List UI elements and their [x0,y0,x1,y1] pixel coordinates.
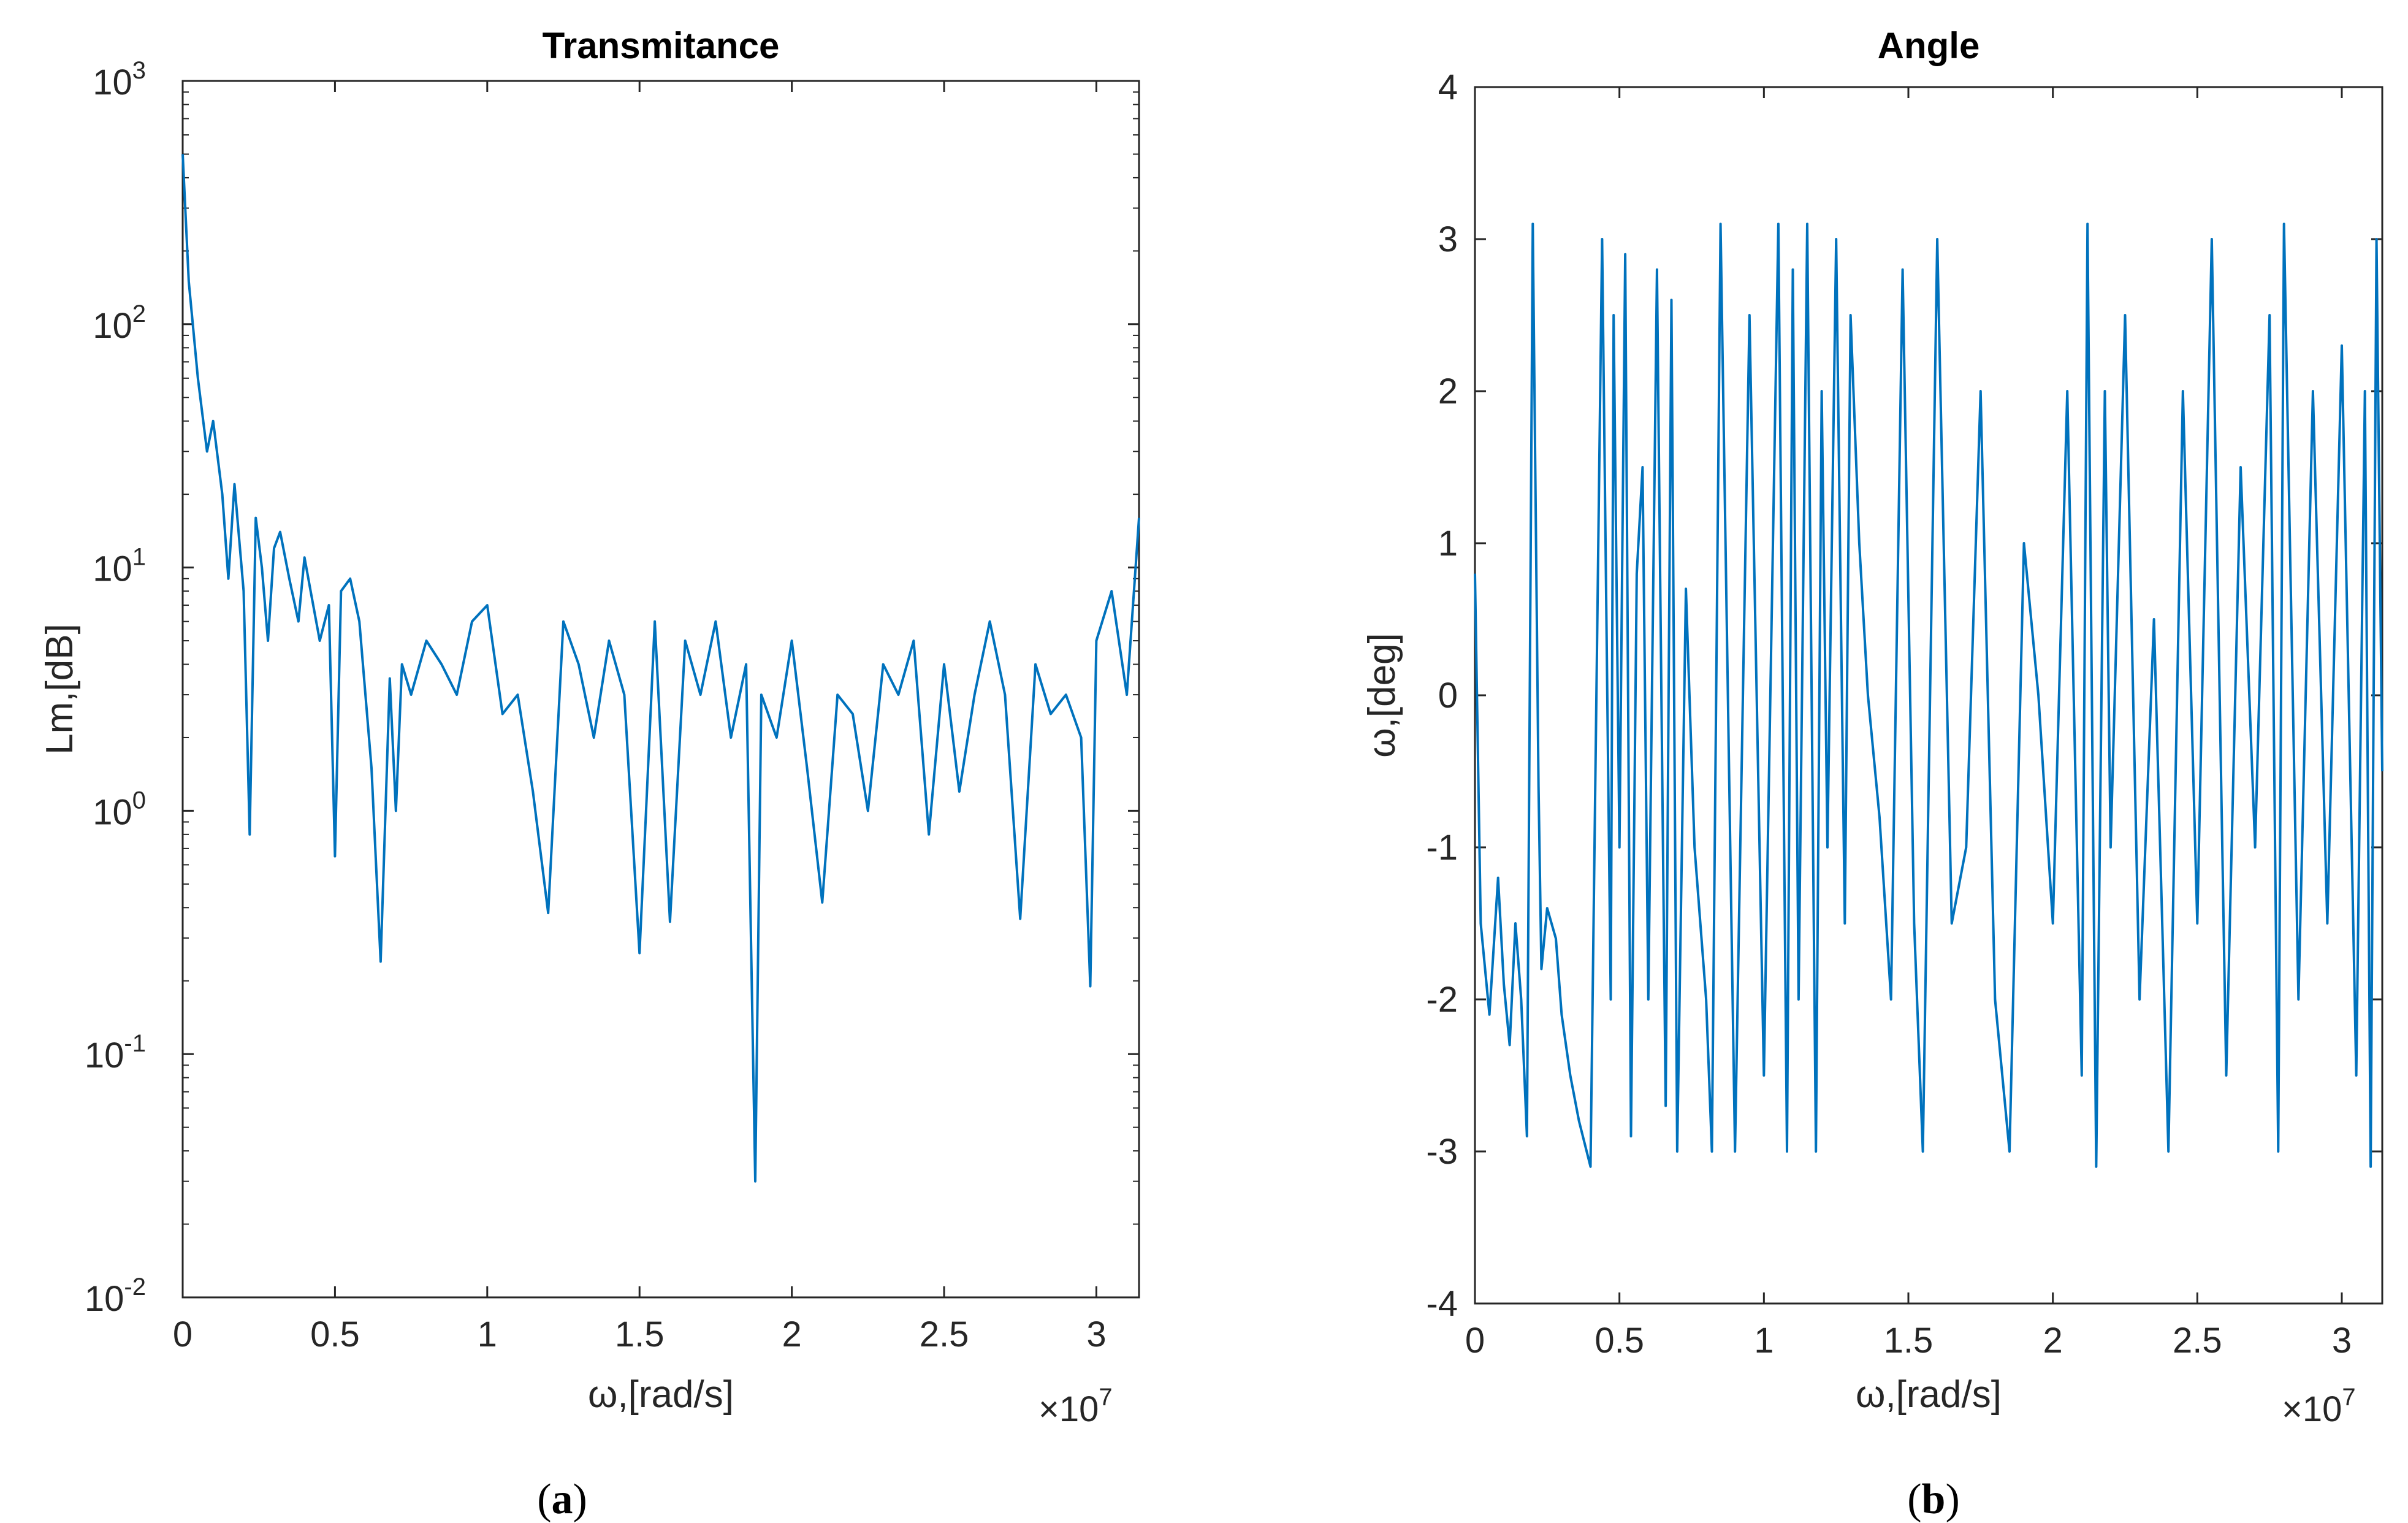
b-x-tick-label: 1 [1754,1321,1774,1361]
plot-a-data-points [182,154,1140,1181]
a-y-tick-exp: -2 [124,1273,146,1300]
panel-b-angle: Angle 0 0.5 1 1.5 2 2.5 3 -4 -3 -2 -1 0 1 2 3 4 ω,[rad… [1361,25,2383,1523]
plot-b-x-ticks: 0 0.5 1 1.5 2 2.5 3 [1465,87,2352,1361]
plot-a-x-multiplier-exp: 7 [1099,1384,1112,1411]
a-y-tick-label: 100 [93,787,146,832]
a-y-tick-label: 101 [93,544,146,589]
plot-a-x-multiplier: ×107 [1038,1384,1113,1429]
b-y-tick-label: -3 [1426,1132,1458,1172]
b-x-tick-label: 0 [1465,1321,1485,1361]
a-y-tick-base: 10 [93,306,132,346]
b-y-tick-label: 3 [1438,219,1458,259]
a-x-tick-label: 0.5 [310,1315,360,1354]
panel-b-letter: b [1922,1476,1946,1523]
plot-b-x-multiplier-exp: 7 [2342,1384,2355,1411]
plot-a-frame [181,80,1140,1299]
a-y-tick-label: 10-1 [85,1030,146,1075]
a-x-tick-label: 1.5 [615,1315,665,1354]
a-y-tick-exp: 2 [132,300,146,327]
plot-b-title: Angle [1878,25,1980,66]
plot-b-y-ticks: -4 -3 -2 -1 0 1 2 3 4 [1426,67,2382,1324]
b-x-tick-label: 2 [2043,1321,2063,1361]
a-y-tick-label: 102 [93,300,146,346]
plot-b-series-line [1474,223,2383,1168]
plot-a-x-ticks: 0 0.5 1 1.5 2 2.5 3 [173,81,1107,1354]
a-x-tick-label: 0 [173,1315,192,1354]
a-y-tick-exp: 3 [132,57,146,84]
b-y-tick-label: -4 [1426,1284,1458,1324]
b-y-tick-label: 1 [1438,524,1458,563]
plot-b-x-multiplier: ×107 [2282,1384,2356,1429]
a-y-tick-exp: -1 [124,1030,146,1057]
a-y-tick-base: 10 [85,1036,124,1075]
a-x-tick-label: 3 [1086,1315,1106,1354]
panel-b-label: (b) [1907,1476,1960,1523]
panel-a-transmitance: Transmitance 0 0.5 1 1.5 2 2.5 3 10-210-110010… [39,25,1140,1523]
panel-a-letter: a [552,1476,573,1523]
plot-a-y-label: Lm,[dB] [39,624,81,755]
a-y-tick-label: 103 [93,57,146,102]
a-y-tick-base: 10 [93,63,132,102]
a-x-tick-label: 1 [478,1315,497,1354]
b-x-tick-label: 2.5 [2173,1321,2222,1361]
a-y-tick-exp: 0 [132,787,146,814]
a-y-tick-base: 10 [93,792,132,832]
plot-a-title: Transmitance [543,25,780,66]
plot-a-x-multiplier-base: ×10 [1038,1389,1099,1429]
b-x-tick-label: 0.5 [1595,1321,1644,1361]
b-y-tick-label: 4 [1438,67,1458,107]
a-y-tick-exp: 1 [132,544,146,571]
a-y-tick-base: 10 [85,1279,124,1319]
a-y-tick-base: 10 [93,549,132,589]
plot-a-x-label: ω,[rad/s] [588,1373,734,1416]
plot-b-x-label: ω,[rad/s] [1856,1373,2002,1416]
plot-b-y-label: ω,[deg] [1361,633,1403,758]
a-x-tick-label: 2.5 [920,1315,969,1354]
b-y-tick-label: -1 [1426,828,1458,868]
b-x-tick-label: 3 [2332,1321,2352,1361]
panel-a-label: (a) [537,1476,587,1523]
a-x-tick-label: 2 [782,1315,801,1354]
b-x-tick-label: 1.5 [1884,1321,1934,1361]
plot-b-data-points [1474,224,2383,1167]
b-y-tick-label: -2 [1426,980,1458,1020]
a-y-tick-label: 10-2 [85,1273,146,1319]
b-y-tick-label: 2 [1438,372,1458,411]
plot-b-x-multiplier-base: ×10 [2282,1389,2342,1429]
b-y-tick-label: 0 [1438,676,1458,716]
